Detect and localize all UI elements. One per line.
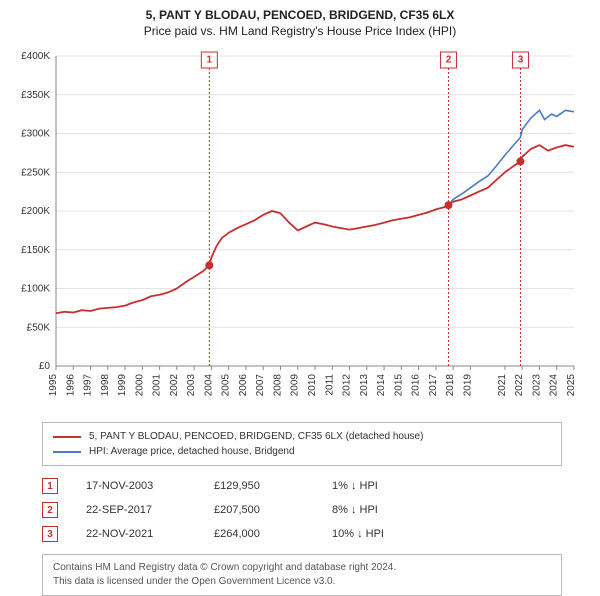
- event-date: 22-NOV-2021: [86, 528, 186, 540]
- event-price: £129,950: [214, 480, 304, 492]
- svg-text:2000: 2000: [134, 374, 145, 397]
- svg-text:2015: 2015: [393, 374, 404, 397]
- chart-title-line2: Price paid vs. HM Land Registry's House …: [10, 24, 590, 38]
- svg-text:2016: 2016: [411, 374, 422, 397]
- svg-text:2005: 2005: [221, 374, 232, 397]
- event-date: 22-SEP-2017: [86, 504, 186, 516]
- legend-item-hpi: HPI: Average price, detached house, Brid…: [53, 444, 551, 459]
- svg-text:£200K: £200K: [21, 206, 50, 217]
- footer-line2: This data is licensed under the Open Gov…: [53, 575, 551, 589]
- svg-text:£250K: £250K: [21, 167, 50, 178]
- event-delta: 1% ↓ HPI: [332, 480, 422, 492]
- chart-title-block: 5, PANT Y BLODAU, PENCOED, BRIDGEND, CF3…: [0, 0, 600, 42]
- svg-text:1995: 1995: [48, 374, 59, 397]
- svg-text:2006: 2006: [238, 374, 249, 397]
- svg-text:2003: 2003: [186, 374, 197, 397]
- event-badge: 2: [42, 502, 58, 518]
- footer-line1: Contains HM Land Registry data © Crown c…: [53, 561, 551, 575]
- svg-text:£0: £0: [39, 361, 51, 372]
- event-list: 1 17-NOV-2003 £129,950 1% ↓ HPI 2 22-SEP…: [42, 474, 562, 546]
- event-badge: 1: [42, 478, 58, 494]
- svg-text:2012: 2012: [342, 374, 353, 397]
- svg-text:2011: 2011: [324, 374, 335, 396]
- svg-text:1998: 1998: [100, 374, 111, 397]
- event-row: 2 22-SEP-2017 £207,500 8% ↓ HPI: [42, 498, 562, 522]
- event-delta: 10% ↓ HPI: [332, 528, 422, 540]
- event-row: 1 17-NOV-2003 £129,950 1% ↓ HPI: [42, 474, 562, 498]
- legend-label: 5, PANT Y BLODAU, PENCOED, BRIDGEND, CF3…: [89, 429, 423, 444]
- svg-text:2021: 2021: [497, 374, 508, 397]
- chart-title-line1: 5, PANT Y BLODAU, PENCOED, BRIDGEND, CF3…: [10, 8, 590, 22]
- svg-text:2019: 2019: [462, 374, 473, 397]
- svg-text:2013: 2013: [359, 374, 370, 397]
- svg-text:1: 1: [207, 55, 213, 66]
- svg-text:2002: 2002: [169, 374, 180, 397]
- svg-text:2007: 2007: [255, 374, 266, 397]
- event-date: 17-NOV-2003: [86, 480, 186, 492]
- legend: 5, PANT Y BLODAU, PENCOED, BRIDGEND, CF3…: [42, 422, 562, 466]
- svg-text:£50K: £50K: [27, 322, 51, 333]
- event-price: £207,500: [214, 504, 304, 516]
- svg-text:2023: 2023: [531, 374, 542, 397]
- legend-item-property: 5, PANT Y BLODAU, PENCOED, BRIDGEND, CF3…: [53, 429, 551, 444]
- event-price: £264,000: [214, 528, 304, 540]
- svg-text:£300K: £300K: [21, 129, 50, 140]
- legend-swatch-red: [53, 436, 81, 438]
- svg-text:3: 3: [518, 55, 524, 66]
- page-root: 5, PANT Y BLODAU, PENCOED, BRIDGEND, CF3…: [0, 0, 600, 590]
- event-row: 3 22-NOV-2021 £264,000 10% ↓ HPI: [42, 522, 562, 546]
- svg-text:2009: 2009: [290, 374, 301, 397]
- svg-text:2008: 2008: [272, 374, 283, 397]
- svg-text:2022: 2022: [514, 374, 525, 397]
- svg-text:£400K: £400K: [21, 51, 50, 62]
- chart-area: £0 £50K £100K £150K £200K £250K £300K £350K £400…: [14, 46, 586, 416]
- svg-text:2018: 2018: [445, 374, 456, 397]
- svg-text:£150K: £150K: [21, 245, 50, 256]
- event-delta: 8% ↓ HPI: [332, 504, 422, 516]
- svg-text:1997: 1997: [83, 374, 94, 397]
- svg-text:£100K: £100K: [21, 284, 50, 295]
- svg-text:2010: 2010: [307, 374, 318, 397]
- svg-text:2004: 2004: [203, 374, 214, 397]
- svg-text:2014: 2014: [376, 374, 387, 397]
- svg-text:1996: 1996: [65, 374, 76, 397]
- svg-text:2025: 2025: [566, 374, 577, 397]
- svg-text:2001: 2001: [152, 374, 163, 397]
- svg-text:1999: 1999: [117, 374, 128, 397]
- svg-text:£350K: £350K: [21, 90, 50, 101]
- svg-text:2: 2: [446, 55, 452, 66]
- legend-swatch-blue: [53, 451, 81, 453]
- line-chart: £0 £50K £100K £150K £200K £250K £300K £350K £400…: [14, 46, 586, 416]
- legend-label: HPI: Average price, detached house, Brid…: [89, 444, 295, 459]
- svg-text:2017: 2017: [428, 374, 439, 397]
- svg-text:2024: 2024: [549, 374, 560, 397]
- event-badge: 3: [42, 526, 58, 542]
